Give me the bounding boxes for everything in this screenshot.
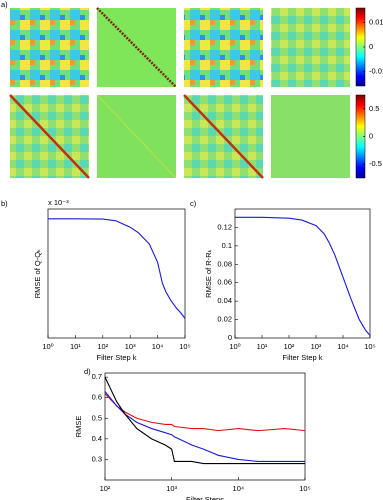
x-tick-label: 10² <box>284 342 295 351</box>
colorbar-tick-label: -0.01 <box>369 66 383 75</box>
colorbar-tick-label: 0.5 <box>369 104 379 113</box>
x-tick-label: 10⁰ <box>42 342 53 351</box>
x-tick-label: 10³ <box>166 484 177 493</box>
plot-frame <box>47 208 186 339</box>
y-axis-label: RMSE <box>74 416 83 438</box>
series-line <box>48 218 186 319</box>
x-tick-label: 10¹ <box>257 342 268 351</box>
x-tick-label: 10² <box>100 484 111 493</box>
x-tick-label: 10⁴ <box>152 342 164 351</box>
y-tick-label: 0.5 <box>92 413 102 422</box>
series-line <box>104 393 306 432</box>
y-tick-label: 0.06 <box>217 278 232 287</box>
diagonal <box>96 7 177 88</box>
plot-frame <box>234 208 371 339</box>
series-line <box>104 376 305 465</box>
panel-label: a) <box>1 0 8 9</box>
x-axis-label: Filter Step k <box>282 353 322 362</box>
heatmaps <box>9 7 366 179</box>
heatmap <box>184 8 263 87</box>
x-tick-label: 10⁵ <box>179 342 190 351</box>
x-tick-label: 10⁵ <box>299 484 310 493</box>
x-axis-label: Filter Steps <box>186 495 224 500</box>
y-tick-label: 0.02 <box>217 315 232 324</box>
y-tick-label: 0.4 <box>92 434 102 443</box>
y-tick-label: 0.1 <box>222 241 232 250</box>
heatmap <box>271 8 350 87</box>
x-tick-label: 10⁵ <box>364 342 375 351</box>
colorbar-tick-label: 0.01 <box>369 18 383 27</box>
y-tick-label: 0.04 <box>217 296 232 305</box>
x-tick-label: 10⁴ <box>233 484 245 493</box>
x-tick-label: 10¹ <box>70 342 81 351</box>
colorbar-tick-label: -0.5 <box>369 159 382 168</box>
x-tick-label: 10⁰ <box>229 342 240 351</box>
series-line <box>104 391 305 463</box>
y-tick-label: 0.12 <box>217 222 232 231</box>
series-line <box>235 216 371 336</box>
diagonal <box>96 94 177 179</box>
y-tick-label: 0.6 <box>92 393 102 402</box>
heatmap <box>271 95 350 178</box>
x-tick-label: 10⁴ <box>337 342 349 351</box>
diagonal <box>9 94 90 179</box>
x-tick-label: 10² <box>97 342 108 351</box>
panel-label: d) <box>84 367 91 376</box>
panel-label: b) <box>1 199 8 208</box>
heatmap <box>10 8 89 87</box>
y-tick-label: 0.08 <box>217 259 232 268</box>
y-multiplier: x 10⁻³ <box>48 198 69 207</box>
x-axis-label: Filter Step k <box>96 353 136 362</box>
y-tick-label: 0 <box>228 333 232 342</box>
panel-label: c) <box>190 199 197 208</box>
y-axis-label: RMSE of R-Rₖ <box>204 249 213 298</box>
y-tick-label: 0.3 <box>92 454 102 463</box>
y-tick-label: 0.7 <box>92 372 102 381</box>
diagonal <box>183 94 264 179</box>
colorbar-tick-label: 0 <box>369 42 373 51</box>
y-axis-label: RMSE of Q-Qₖ <box>33 249 42 298</box>
plot-frame <box>104 372 306 481</box>
x-tick-label: 10³ <box>125 342 136 351</box>
colorbar-tick-label: 0 <box>369 131 373 140</box>
x-tick-label: 10³ <box>311 342 322 351</box>
